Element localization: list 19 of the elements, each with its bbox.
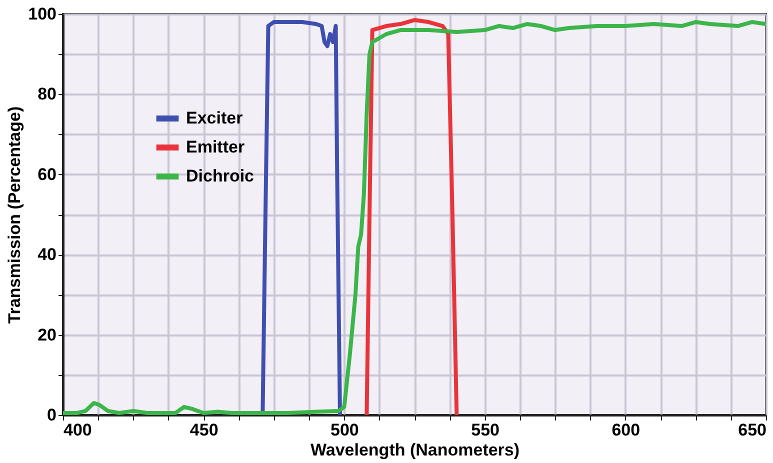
x-tick-label: 450 (190, 420, 218, 440)
line-series (364, 18, 459, 417)
legend-label: Exciter (186, 108, 244, 128)
x-tick-label: 550 (471, 420, 500, 440)
legend-label: Dichroic (186, 166, 254, 186)
y-tick-label: 100 (28, 4, 56, 24)
x-tick-label: 500 (330, 420, 359, 440)
y-tick-label: 40 (38, 245, 56, 264)
x-tick-label: 650 (738, 420, 766, 440)
y-tick-label: 60 (38, 164, 56, 184)
legend-label: Emitter (186, 138, 245, 156)
line-series (260, 20, 342, 417)
y-tick-label: 20 (38, 325, 56, 344)
x-tick-label: 600 (612, 420, 640, 440)
x-axis-title: Wavelength (Nanometers) (310, 440, 520, 460)
x-tick-label: 400 (64, 420, 92, 440)
y-tick-label: 0 (47, 406, 56, 424)
y-axis-title: Transmission (Percentage) (5, 106, 24, 324)
y-tick-label: 80 (38, 84, 56, 104)
